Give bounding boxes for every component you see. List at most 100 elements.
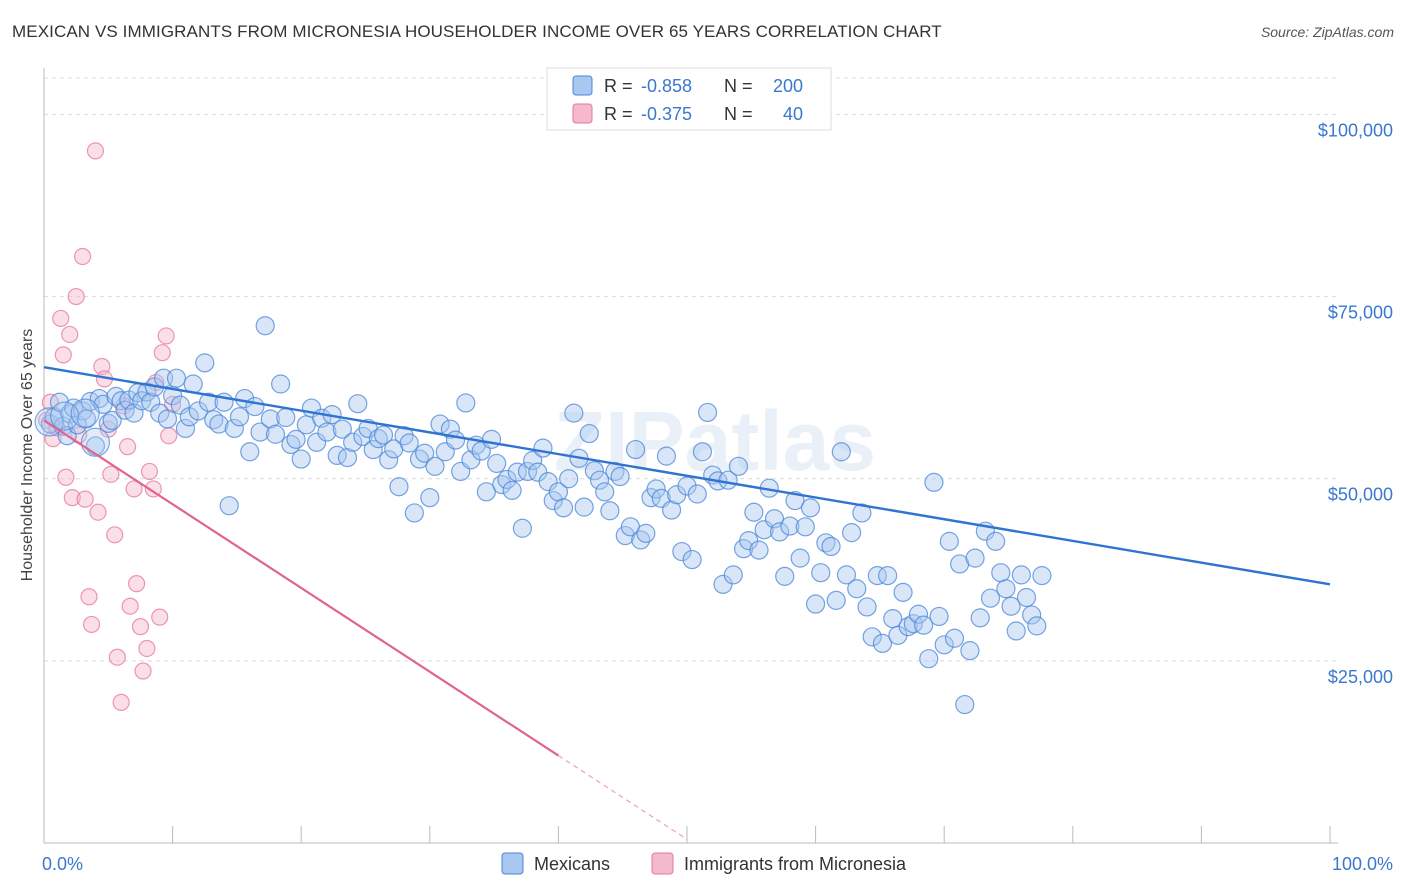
micronesia-point: [52, 309, 70, 328]
mexicans-point: [965, 548, 985, 568]
mexicans-point: [682, 549, 702, 570]
mexicans-point: [584, 461, 605, 481]
mexicans-point: [826, 590, 846, 610]
mexicans-point: [533, 438, 553, 458]
micronesia-point: [118, 438, 137, 456]
mexicans-point: [553, 498, 574, 518]
micronesia-trend-line: [43, 419, 560, 757]
mexicans-point: [409, 449, 430, 469]
bottom-legend-mexicans: Mexicans: [534, 854, 610, 874]
mexicans-point: [579, 423, 599, 444]
series-legend: Mexicans Immigrants from Micronesia: [501, 852, 907, 875]
micronesia-point: [112, 693, 130, 711]
mexicans-point: [872, 633, 893, 653]
mexicans-point: [209, 414, 229, 434]
mexicans-point: [276, 407, 296, 428]
mexicans-point: [934, 635, 954, 655]
mexicans-point: [497, 469, 517, 490]
mexicans-point: [610, 466, 630, 487]
mexicans-point: [175, 418, 196, 439]
micronesia-point: [131, 618, 150, 636]
bottom-swatch-mexicans: [501, 852, 524, 875]
mexicans-point: [240, 442, 260, 462]
mexicans-point: [780, 516, 800, 536]
grid-layer: [44, 77, 1338, 662]
mexicans-point: [224, 418, 244, 439]
mexicans-point: [166, 368, 187, 388]
micronesia-point: [44, 430, 62, 448]
mexicans-point: [893, 582, 913, 602]
mexicans-point: [332, 419, 352, 439]
mexicans-point: [70, 398, 100, 428]
mexicans-point: [523, 450, 543, 471]
mexicans-point: [150, 403, 170, 423]
y-tick-label: $75,000: [1328, 303, 1393, 323]
mexicans-point: [646, 479, 666, 499]
mexicans-point: [1027, 616, 1047, 636]
mexicans-point: [1022, 605, 1042, 625]
micronesia-point: [102, 465, 120, 483]
mexicans-point: [487, 453, 507, 474]
mexicans-point: [857, 597, 877, 617]
mexicans-point: [260, 409, 280, 429]
mexicans-point: [1032, 566, 1052, 586]
mexicans-point: [672, 541, 692, 562]
mexicans-point: [914, 615, 934, 635]
mexicans-point: [878, 566, 898, 586]
mexicans-point: [919, 649, 939, 669]
mexicans-point: [852, 503, 872, 523]
mexicans-point: [1011, 565, 1031, 585]
mexicans-point: [80, 427, 111, 457]
legend-r-value-2: -0.375: [641, 104, 692, 124]
mexicans-point: [255, 316, 275, 336]
mexicans-point: [600, 501, 620, 521]
mexicans-point: [517, 461, 538, 482]
mexicans-point: [1001, 596, 1021, 616]
mexicans-point: [595, 482, 615, 502]
mexicans-point: [795, 517, 815, 537]
micronesia-point: [121, 597, 139, 615]
mexicans-point: [307, 432, 327, 452]
y-tick-label: $50,000: [1328, 485, 1393, 505]
mexicans-point: [456, 393, 476, 413]
mexicans-point: [960, 641, 980, 661]
axes-layer: [43, 68, 1338, 844]
legend-r-label-1: R =: [604, 76, 633, 96]
micronesia-point: [54, 346, 72, 364]
mexicans-point: [991, 563, 1011, 583]
mexicans-point: [697, 402, 718, 423]
mexicans-point: [836, 565, 857, 585]
x-tick-label: 100.0%: [1332, 854, 1393, 874]
legend-r-label-2: R =: [604, 104, 633, 124]
y-tick-label: $100,000: [1318, 120, 1393, 140]
micronesia-point: [144, 480, 162, 498]
mexicans-point: [744, 502, 764, 522]
micronesia-point: [73, 247, 92, 266]
mexicans-point: [986, 531, 1006, 551]
mexicans-point: [903, 614, 923, 634]
micronesia-point: [138, 639, 156, 658]
mexicans-point: [538, 472, 558, 492]
bottom-swatch-micronesia: [651, 852, 674, 875]
micronesia-point: [86, 142, 105, 160]
mexicans-point: [811, 563, 831, 583]
legend-n-value-2: 40: [783, 104, 803, 124]
y-tick-label: $25,000: [1328, 667, 1393, 687]
micronesia-point: [63, 489, 81, 507]
mexicans-point: [574, 497, 594, 517]
mexicans-point: [271, 374, 291, 394]
micronesia-point: [89, 503, 107, 521]
mexicans-point: [281, 434, 301, 455]
mexicans-point: [199, 392, 219, 412]
mexicans-point: [219, 496, 239, 516]
mexicans-point: [939, 531, 959, 551]
bottom-legend-micronesia: Immigrants from Micronesia: [684, 854, 907, 874]
y-tick-labels: $25,000 $50,000 $75,000 $100,000: [1318, 120, 1393, 686]
legend-swatch-micronesia: [572, 103, 593, 124]
mexicans-point: [379, 450, 399, 470]
mexicans-point: [656, 446, 677, 466]
mexicans-point: [492, 474, 512, 495]
mexicans-point: [790, 548, 810, 568]
mexicans-point: [898, 617, 918, 637]
mexicans-point: [502, 480, 522, 500]
